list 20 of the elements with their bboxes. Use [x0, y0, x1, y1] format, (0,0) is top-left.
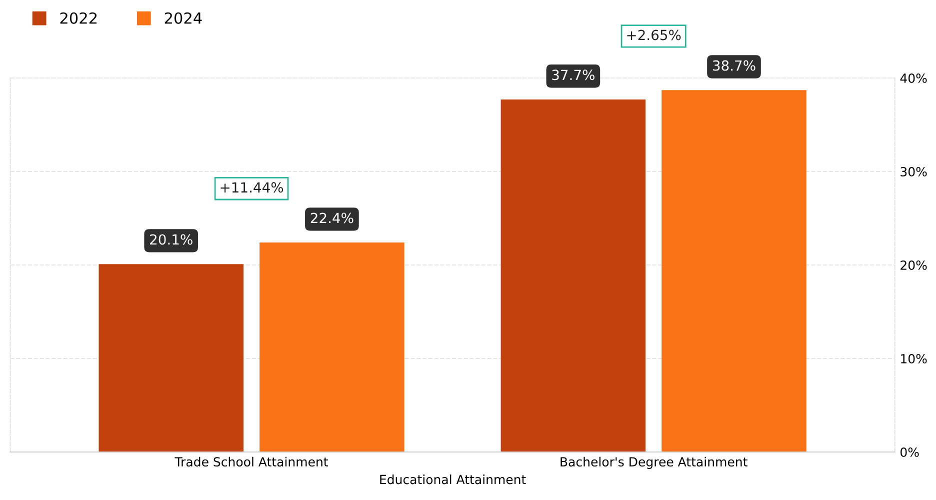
data-label: 20.1% [150, 234, 192, 245]
bar [260, 242, 404, 452]
y-tick-label: 30% [900, 166, 927, 176]
data-label: 38.7% [712, 60, 756, 71]
bar [662, 90, 806, 452]
x-tick-label: Trade School Attainment [174, 456, 328, 467]
data-label: 37.7% [552, 70, 594, 80]
bar [98, 264, 244, 452]
legend-label: 2022 [60, 12, 97, 24]
annotation: +11.44% [220, 182, 284, 193]
data-label: 22.4% [310, 212, 354, 224]
y-tick-label: 10% [901, 354, 927, 364]
y-tick-label: 40% [900, 73, 927, 83]
y-tick-label: 0% [900, 447, 919, 457]
legend-label: 2024 [164, 12, 202, 24]
text: +2.65% [627, 30, 681, 40]
x-tick-label: Bachelor's Degree Attainment [560, 456, 748, 469]
y-tick-label: 20% [900, 260, 927, 270]
x-axis-title: Educational Attainment [380, 474, 526, 484]
bar [500, 100, 646, 452]
